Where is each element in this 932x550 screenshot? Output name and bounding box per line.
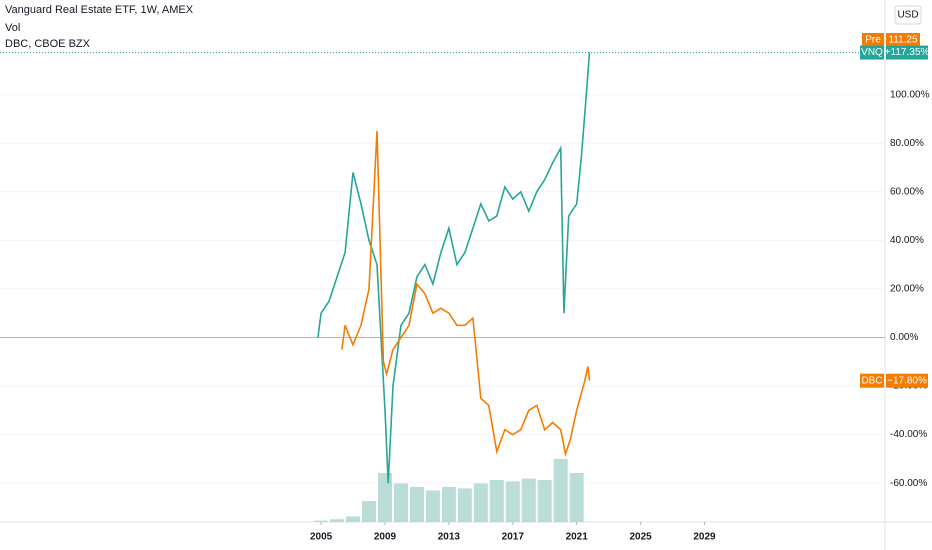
compare-label: DBC, CBOE BZX <box>5 38 91 50</box>
chart-title: Vanguard Real Estate ETF, 1W, AMEX <box>5 4 194 16</box>
series-line <box>341 131 591 458</box>
volume-label: Vol <box>5 22 20 34</box>
series-tag <box>860 45 884 60</box>
y-tick-label: 20.00% <box>890 284 924 295</box>
x-tick-label: 2009 <box>374 532 397 543</box>
x-tick-label: 2005 <box>310 532 333 543</box>
series-line <box>317 52 591 484</box>
currency-button[interactable] <box>894 5 922 25</box>
volume-bar <box>457 488 472 522</box>
series-name: DBC <box>861 375 882 386</box>
volume-bar <box>521 478 536 522</box>
pre-price-tag <box>886 33 920 47</box>
y-tick-label: 80.00% <box>890 138 924 149</box>
volume-bar <box>330 519 345 522</box>
pre-label: Pre <box>865 35 881 46</box>
volume-bar <box>505 481 520 522</box>
last-value-tag <box>886 45 928 60</box>
y-tick-label: 60.00% <box>890 186 924 197</box>
volume-bar <box>473 483 488 522</box>
volume-bar <box>537 480 552 522</box>
volume-bar <box>489 480 504 522</box>
last-value-label: −17.80% <box>887 375 927 386</box>
volume-bar <box>377 473 392 522</box>
x-tick-label: 2025 <box>629 532 652 543</box>
volume-bar <box>425 490 440 522</box>
x-tick-label: 2029 <box>693 532 716 543</box>
volume-bar <box>362 501 377 522</box>
series-name: VNQ <box>861 47 883 58</box>
pre-price: 111.25 <box>888 35 918 46</box>
y-tick-label: -40.00% <box>890 429 927 440</box>
volume-bar <box>569 473 584 522</box>
volume-bar <box>346 516 361 522</box>
pre-tag <box>862 33 884 47</box>
volume-bar <box>553 459 568 522</box>
last-value-label: +117.35% <box>885 47 930 58</box>
y-tick-label: 40.00% <box>890 235 924 246</box>
volume-bar <box>441 487 456 522</box>
volume-bar <box>393 483 408 522</box>
y-tick-label: 0.00% <box>890 332 918 343</box>
last-value-tag <box>886 373 928 388</box>
x-tick-label: 2021 <box>566 532 589 543</box>
x-tick-label: 2017 <box>502 532 525 543</box>
y-tick-label: 100.00% <box>890 89 930 100</box>
y-tick-label: -60.00% <box>890 478 927 489</box>
currency[interactable]: USD <box>897 10 918 21</box>
volume-bar <box>409 487 424 522</box>
volume-bar <box>314 520 329 522</box>
series-tag <box>860 373 884 388</box>
x-tick-label: 2013 <box>438 532 461 543</box>
